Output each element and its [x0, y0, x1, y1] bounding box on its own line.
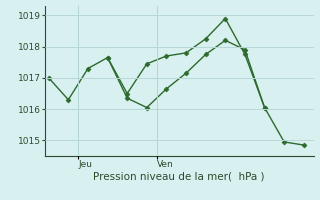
- X-axis label: Pression niveau de la mer(  hPa ): Pression niveau de la mer( hPa ): [93, 172, 265, 182]
